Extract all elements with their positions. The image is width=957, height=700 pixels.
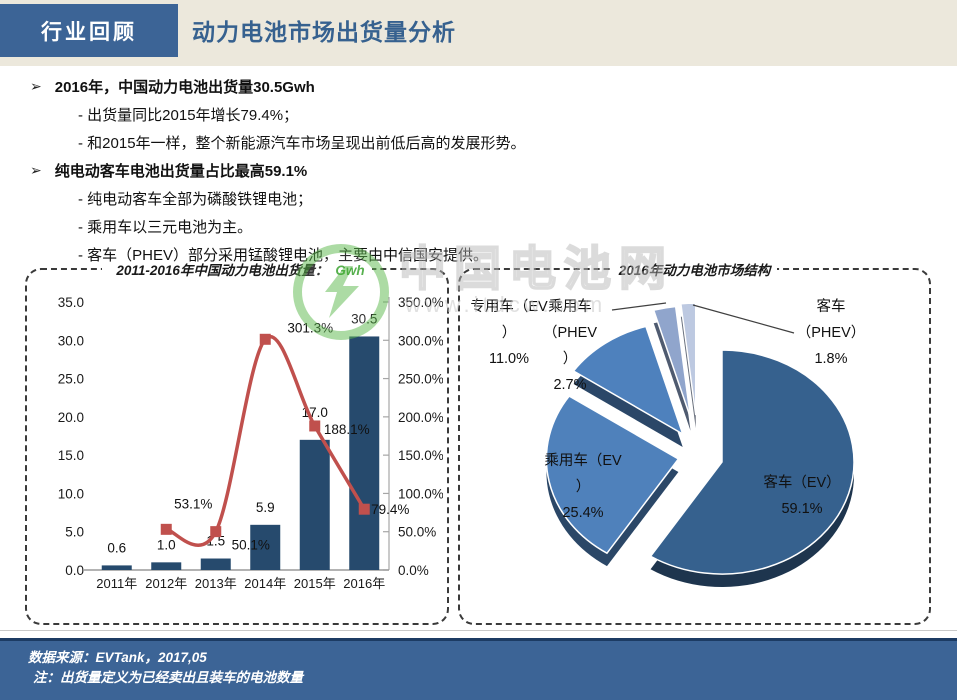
- bullet-subitem: - 和2015年一样，整个新能源汽车市场呈现出前低后高的发展形势。: [78, 134, 526, 152]
- section-tab: 行业回顾: [0, 4, 178, 57]
- footnote: 注：出货量定义为已经卖出且装车的电池数量: [33, 670, 303, 685]
- bullet-subitem: - 出货量同比2015年增长79.4%；: [78, 106, 299, 124]
- line-value-label: 50.1%: [232, 538, 270, 553]
- page-title: 动力电池市场出货量分析: [192, 19, 456, 45]
- left-axis-tick: 0.0: [65, 563, 84, 578]
- bullet-heading: ➢ 纯电动客车电池出货量占比最高59.1%: [30, 156, 945, 184]
- pie-slice-3: [652, 305, 692, 418]
- pie-slice-0: [649, 349, 855, 575]
- line-value-label: 301.3%: [287, 320, 333, 335]
- bar-chart-title-text: 2011-2016年中国动力电池出货量：: [109, 263, 336, 278]
- leader-line: [611, 302, 667, 311]
- pie-slice-4: [679, 302, 697, 416]
- bullet-subitem: - 乘用车以三元电池为主。: [78, 218, 253, 236]
- bar-value-label: 0.6: [107, 540, 126, 555]
- pie-slice-side: [653, 319, 691, 431]
- left-axis-tick: 25.0: [58, 372, 84, 387]
- right-axis-tick: 250.0%: [398, 372, 443, 387]
- bullet-arrow-icon: ➢: [30, 77, 42, 94]
- bar: [250, 524, 281, 570]
- pie-chart-title: 2016年动力电池市场结构: [460, 259, 929, 279]
- left-axis-tick: 35.0: [58, 295, 84, 310]
- left-axis-tick: 15.0: [58, 448, 84, 463]
- section-tab-label: 行业回顾: [41, 20, 137, 44]
- line-marker: [210, 526, 222, 538]
- bar: [349, 336, 380, 570]
- x-axis-label: 2011年: [96, 576, 137, 591]
- bar-value-label: 1.0: [157, 537, 176, 552]
- bar-value-label: 30.5: [351, 311, 377, 326]
- right-axis-tick: 50.0%: [398, 525, 436, 540]
- bullet-heading-text: 纯电动客车电池出货量占比最高59.1%: [54, 162, 308, 180]
- bar-line-chart-svg: 35.0 30.0 25.0 20.0 15.0 10.0 5.0 0.0 350.0% 300.…: [58, 295, 443, 591]
- left-axis-tick: 20.0: [58, 410, 84, 425]
- line-value-label: 79.4%: [371, 502, 409, 517]
- bar-value-label: 5.9: [256, 500, 275, 515]
- line-value-label: 53.1%: [174, 496, 212, 511]
- pie-chart-svg: [545, 302, 855, 588]
- line-marker: [259, 333, 271, 345]
- left-axis-tick: 10.0: [58, 486, 84, 501]
- bar: [200, 558, 231, 570]
- line-value-label: 188.1%: [324, 422, 370, 437]
- right-axis-tick: 100.0%: [398, 486, 443, 501]
- left-axis-tick: 5.0: [65, 525, 84, 540]
- line-marker: [160, 523, 172, 535]
- left-axis-tick: 30.0: [58, 333, 84, 348]
- footer: 数据来源：EVTank，2017,05 注：出货量定义为已经卖出且装车的电池数量: [0, 638, 957, 700]
- footer-divider: [0, 630, 957, 631]
- line-marker: [309, 420, 321, 432]
- bar-chart-title: 2011-2016年中国动力电池出货量： Gwh: [27, 259, 447, 279]
- bullet-list: ➢ 2016年，中国动力电池出货量30.5Gwh - 出货量同比2015年增长7…: [30, 72, 945, 268]
- bullet-arrow-icon: ➢: [30, 161, 42, 178]
- pie-slice-1: [545, 395, 680, 555]
- pie-chart-panel: 2016年动力电池市场结构 客车（EV） 59.1% 乘用车（EV） 25.4% 专用车…: [458, 263, 931, 625]
- bar-line-chart-panel: 2011-2016年中国动力电池出货量： Gwh 35.0 30.0 25.0 20.0…: [25, 263, 449, 625]
- right-axis-tick: 150.0%: [398, 448, 443, 463]
- bar: [101, 565, 132, 570]
- header-band: 行业回顾 动力电池市场出货量分析: [0, 0, 957, 66]
- x-axis-label: 2015年: [294, 576, 336, 591]
- bullet-heading: ➢ 2016年，中国动力电池出货量30.5Gwh: [30, 72, 945, 100]
- bullet-heading-text: 2016年，中国动力电池出货量30.5Gwh: [54, 78, 315, 96]
- x-axis-label: 2014年: [244, 576, 286, 591]
- bar: [151, 562, 182, 570]
- x-axis-label: 2012年: [145, 576, 187, 591]
- pie-chart-title-text: 2016年动力电池市场结构: [611, 263, 778, 278]
- line-marker: [358, 503, 370, 515]
- bar: [299, 439, 330, 570]
- right-axis-tick: 200.0%: [398, 410, 443, 425]
- x-axis-label: 2016年: [343, 576, 385, 591]
- data-source: 数据来源：EVTank，2017,05: [28, 650, 207, 665]
- x-axis-label: 2013年: [195, 576, 237, 591]
- pie-slice-2: [572, 325, 685, 436]
- right-axis-tick: 0.0%: [398, 563, 429, 578]
- right-axis-tick: 300.0%: [398, 333, 443, 348]
- bullet-subitem: - 纯电动客车全部为磷酸铁锂电池；: [78, 190, 313, 208]
- leader-line: [692, 304, 795, 334]
- right-axis-tick: 350.0%: [398, 295, 443, 310]
